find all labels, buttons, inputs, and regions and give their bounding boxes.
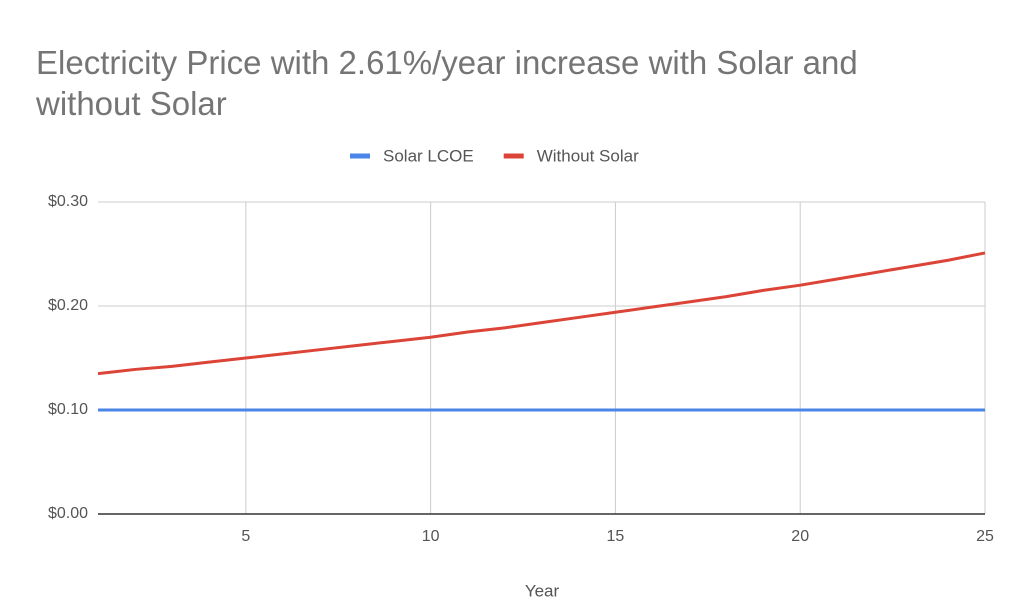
x-axis-label: Year: [525, 581, 560, 600]
x-tick-label: 25: [976, 528, 994, 545]
y-tick-label: $0.20: [48, 297, 88, 314]
y-tick-label: $0.10: [48, 401, 88, 418]
x-tick-label: 10: [422, 528, 440, 545]
y-tick-label: $0.30: [48, 193, 88, 210]
legend-label: Without Solar: [537, 146, 639, 165]
x-tick-label: 15: [607, 528, 625, 545]
x-tick-label: 20: [791, 528, 809, 545]
legend-label: Solar LCOE: [383, 146, 474, 165]
series-line: [97, 251, 986, 376]
x-tick-label: 5: [241, 528, 250, 545]
y-tick-label: $0.00: [48, 505, 88, 522]
chart-title: Electricity Price with 2.61%/year increa…: [36, 44, 858, 122]
